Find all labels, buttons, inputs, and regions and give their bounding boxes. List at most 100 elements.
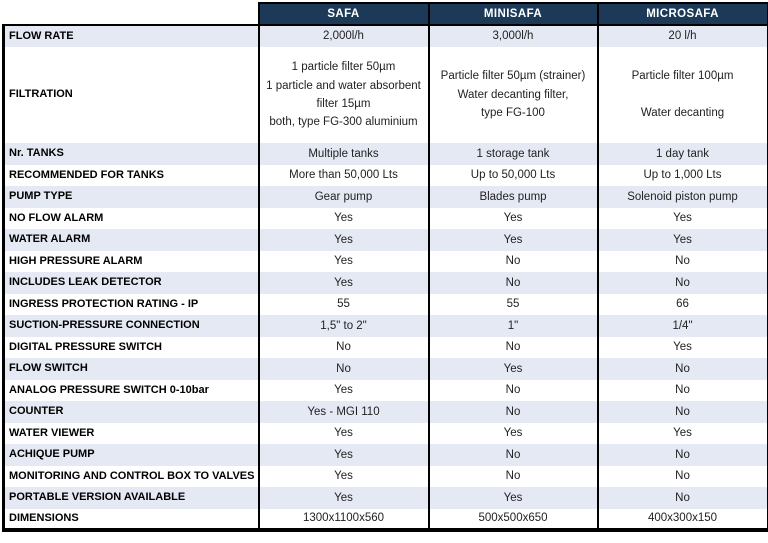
cell-minisafa-water-viewer: Yes [427,422,598,444]
cell-microsafa-no-flow-alarm: Yes [596,207,768,229]
cell-minisafa-ingress-protection-rating-ip: 55 [427,293,598,315]
cell-safa-water-alarm: Yes [257,229,429,251]
row-label-ingress-protection-rating-ip: INGRESS PROTECTION RATING - IP [2,293,260,315]
cell-minisafa-pump-type: Blades pump [427,186,598,208]
cell-microsafa-counter: No [596,401,768,423]
table-row-flow-switch: FLOW SWITCH No Yes No [2,358,768,380]
cell-safa-recommended-for-tanks: More than 50,000 Lts [257,164,429,186]
cell-minisafa-high-pressure-alarm: No [427,250,598,272]
row-label-digital-pressure-switch: DIGITAL PRESSURE SWITCH [2,336,260,358]
table-row-achique-pump: ACHIQUE PUMP Yes No No [2,444,768,466]
cell-minisafa-counter: No [427,401,598,423]
column-header-microsafa: MICROSAFA [596,2,768,26]
table-row-digital-pressure-switch: DIGITAL PRESSURE SWITCH No No Yes [2,336,768,358]
cell-microsafa-water-viewer: Yes [596,422,768,444]
cell-minisafa-suction-pressure-connection: 1" [427,315,598,337]
cell-safa-analog-pressure-switch-0-10bar: Yes [257,379,429,401]
column-header-safa: SAFA [257,2,430,26]
table-row-pump-type: PUMP TYPE Gear pump Blades pump Solenoid pi… [2,186,768,208]
cell-safa-includes-leak-detector: Yes [257,272,429,294]
cell-minisafa-dimensions: 500x500x650 [427,508,598,532]
table-row-water-alarm: WATER ALARM Yes Yes Yes [2,229,768,251]
row-label-high-pressure-alarm: HIGH PRESSURE ALARM [2,250,260,272]
cell-safa-high-pressure-alarm: Yes [257,250,429,272]
cell-minisafa-analog-pressure-switch-0-10bar: No [427,379,598,401]
cell-safa-no-flow-alarm: Yes [257,207,429,229]
cell-minisafa-portable-version-available: Yes [427,487,598,509]
table-row-counter: COUNTER Yes - MGI 110 No No [2,401,768,423]
cell-microsafa-ingress-protection-rating-ip: 66 [596,293,768,315]
table-row-filtration: FILTRATION 1 particle filter 50µm 1 parti… [2,47,768,143]
cell-microsafa-suction-pressure-connection: 1/4" [596,315,768,337]
cell-safa-filtration: 1 particle filter 50µm 1 particle and wa… [257,47,429,143]
row-label-filtration: FILTRATION [2,47,260,143]
cell-minisafa-flow-switch: Yes [427,358,598,380]
table-row-nr-tanks: Nr. TANKS Multiple tanks 1 storage tank 1 d… [2,143,768,165]
spec-comparison-table: SAFA MINISAFA MICROSAFA FLOW RATE 2,000l/… [2,2,768,532]
cell-microsafa-flow-switch: No [596,358,768,380]
cell-safa-portable-version-available: Yes [257,487,429,509]
table-row-monitoring-and-control-box-to-valves: MONITORING AND CONTROL BOX TO VALVES Yes N… [2,465,768,487]
table-row-recommended-for-tanks: RECOMMENDED FOR TANKS More than 50,000 Lt… [2,164,768,186]
cell-minisafa-flow-rate: 3,000l/h [427,25,598,47]
cell-safa-counter: Yes - MGI 110 [257,401,429,423]
cell-microsafa-monitoring-and-control-box-to-valves: No [596,465,768,487]
table-row-ingress-protection-rating-ip: INGRESS PROTECTION RATING - IP 55 55 66 [2,293,768,315]
row-label-analog-pressure-switch-0-10bar: ANALOG PRESSURE SWITCH 0-10bar [2,379,260,401]
cell-minisafa-includes-leak-detector: No [427,272,598,294]
table-row-analog-pressure-switch-0-10bar: ANALOG PRESSURE SWITCH 0-10bar Yes No No [2,379,768,401]
table-row-dimensions: DIMENSIONS 1300x1100x560 500x500x650 400x30… [2,508,768,532]
table-row-suction-pressure-connection: SUCTION-PRESSURE CONNECTION 1,5" to 2" 1" 1… [2,315,768,337]
cell-safa-water-viewer: Yes [257,422,429,444]
row-label-dimensions: DIMENSIONS [2,508,260,532]
corner-spacer [3,3,259,26]
cell-safa-nr-tanks: Multiple tanks [257,143,429,165]
table-row-flow-rate: FLOW RATE 2,000l/h 3,000l/h 20 l/h [2,25,768,47]
cell-safa-flow-rate: 2,000l/h [257,25,429,47]
cell-microsafa-portable-version-available: No [596,487,768,509]
cell-microsafa-nr-tanks: 1 day tank [596,143,768,165]
table-row-high-pressure-alarm: HIGH PRESSURE ALARM Yes No No [2,250,768,272]
row-label-water-alarm: WATER ALARM [2,229,260,251]
cell-safa-suction-pressure-connection: 1,5" to 2" [257,315,429,337]
cell-microsafa-achique-pump: No [596,444,768,466]
cell-safa-monitoring-and-control-box-to-valves: Yes [257,465,429,487]
row-label-monitoring-and-control-box-to-valves: MONITORING AND CONTROL BOX TO VALVES [2,465,260,487]
row-label-portable-version-available: PORTABLE VERSION AVAILABLE [2,487,260,509]
cell-safa-pump-type: Gear pump [257,186,429,208]
table-row-includes-leak-detector: INCLUDES LEAK DETECTOR Yes No No [2,272,768,294]
row-label-achique-pump: ACHIQUE PUMP [2,444,260,466]
row-label-water-viewer: WATER VIEWER [2,422,260,444]
row-label-counter: COUNTER [2,401,260,423]
cell-safa-digital-pressure-switch: No [257,336,429,358]
cell-microsafa-includes-leak-detector: No [596,272,768,294]
row-label-recommended-for-tanks: RECOMMENDED FOR TANKS [2,164,260,186]
cell-minisafa-recommended-for-tanks: Up to 50,000 Lts [427,164,598,186]
cell-microsafa-high-pressure-alarm: No [596,250,768,272]
table-row-no-flow-alarm: NO FLOW ALARM Yes Yes Yes [2,207,768,229]
row-label-flow-switch: FLOW SWITCH [2,358,260,380]
cell-microsafa-dimensions: 400x300x150 [596,508,768,532]
cell-microsafa-water-alarm: Yes [596,229,768,251]
cell-minisafa-filtration: Particle filter 50µm (strainer) Water de… [427,47,598,143]
column-header-minisafa: MINISAFA [427,2,599,26]
cell-microsafa-analog-pressure-switch-0-10bar: No [596,379,768,401]
row-label-flow-rate: FLOW RATE [2,25,260,47]
cell-safa-ingress-protection-rating-ip: 55 [257,293,429,315]
cell-minisafa-achique-pump: No [427,444,598,466]
cell-safa-achique-pump: Yes [257,444,429,466]
cell-minisafa-no-flow-alarm: Yes [427,207,598,229]
cell-minisafa-digital-pressure-switch: No [427,336,598,358]
cell-microsafa-digital-pressure-switch: Yes [596,336,768,358]
table-row-water-viewer: WATER VIEWER Yes Yes Yes [2,422,768,444]
row-label-suction-pressure-connection: SUCTION-PRESSURE CONNECTION [2,315,260,337]
cell-minisafa-water-alarm: Yes [427,229,598,251]
cell-minisafa-monitoring-and-control-box-to-valves: No [427,465,598,487]
cell-microsafa-flow-rate: 20 l/h [596,25,768,47]
header-row: SAFA MINISAFA MICROSAFA [3,2,768,26]
cell-safa-flow-switch: No [257,358,429,380]
row-label-nr-tanks: Nr. TANKS [2,143,260,165]
table-row-portable-version-available: PORTABLE VERSION AVAILABLE Yes Yes No [2,487,768,509]
row-label-no-flow-alarm: NO FLOW ALARM [2,207,260,229]
